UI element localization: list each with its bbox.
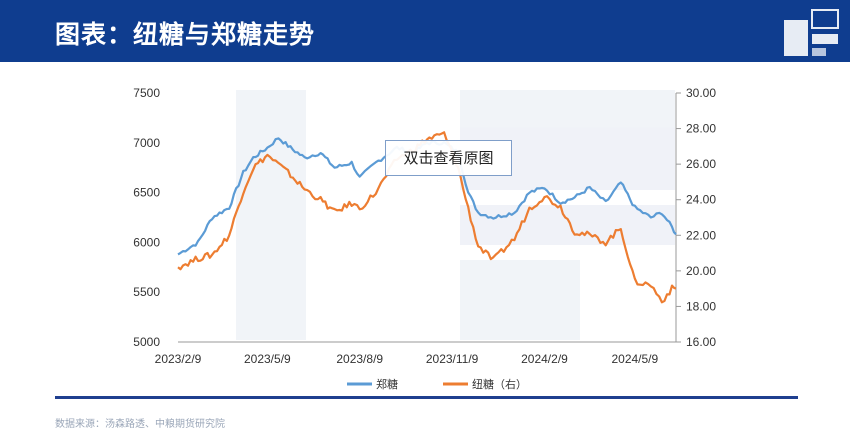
left-tick-label: 7500 <box>133 86 160 100</box>
x-tick-label: 2023/8/9 <box>336 352 383 366</box>
left-tick-label: 6500 <box>133 186 160 200</box>
x-axis-ticks: 2023/2/9 2023/5/9 2023/8/9 2023/11/9 2024/2/… <box>155 352 659 366</box>
legend-label-niutang: 纽糖（右） <box>472 377 527 391</box>
right-tick-label: 18.00 <box>686 299 716 313</box>
right-tick-label: 24.00 <box>686 193 716 207</box>
source-note: 数据来源：汤森路透、中粮期货研究院 <box>55 419 225 430</box>
legend-label-zhengtang: 郑糖 <box>376 377 398 391</box>
x-tick-label: 2023/2/9 <box>155 352 202 366</box>
left-tick-label: 5000 <box>133 335 160 349</box>
x-tick-label: 2024/2/9 <box>521 352 568 366</box>
x-tick-label: 2023/11/9 <box>426 352 479 366</box>
right-tick-label: 22.00 <box>686 228 716 242</box>
left-tick-label: 5500 <box>133 285 160 299</box>
x-tick-label: 2024/5/9 <box>611 352 658 366</box>
x-tick-label: 2023/5/9 <box>244 352 291 366</box>
left-axis-ticks: 7500 7000 6500 6000 5500 5000 <box>133 86 160 349</box>
chart: 7500 7000 6500 6000 5500 5000 30.00 28.00 26.00… <box>55 86 798 399</box>
legend: 郑糖 纽糖（右） <box>347 377 527 391</box>
right-axis-ticks: 30.00 28.00 26.00 24.00 22.00 20.00 18.00 16.00 <box>676 86 716 349</box>
right-tick-label: 26.00 <box>686 157 716 171</box>
right-tick-label: 30.00 <box>686 86 716 100</box>
bottom-rule <box>55 396 798 399</box>
right-tick-label: 16.00 <box>686 335 716 349</box>
page-title: 图表：纽糖与郑糖走势 <box>55 20 316 49</box>
right-tick-label: 20.00 <box>686 264 716 278</box>
watermark-logo <box>236 90 675 340</box>
left-tick-label: 6000 <box>133 235 160 249</box>
left-tick-label: 7000 <box>133 136 160 150</box>
right-tick-label: 28.00 <box>686 122 716 136</box>
view-original-tooltip[interactable]: 双击查看原图 <box>385 140 512 176</box>
header-bar: 图表：纽糖与郑糖走势 <box>0 0 850 62</box>
brand-logo-icon <box>784 9 839 56</box>
